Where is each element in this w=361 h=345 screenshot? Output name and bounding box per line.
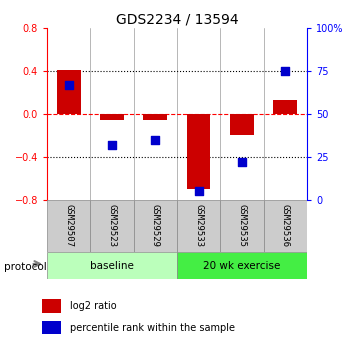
Point — [196, 189, 201, 194]
Point — [66, 82, 71, 87]
Bar — [177, 200, 220, 252]
Point — [109, 142, 115, 148]
Bar — [187, 114, 210, 189]
Text: baseline: baseline — [90, 261, 134, 270]
Bar — [264, 200, 307, 252]
Text: GSM29529: GSM29529 — [151, 204, 160, 247]
Bar — [47, 200, 90, 252]
Text: log2 ratio: log2 ratio — [70, 301, 117, 311]
Bar — [134, 200, 177, 252]
Text: GSM29523: GSM29523 — [108, 204, 116, 247]
Text: percentile rank within the sample: percentile rank within the sample — [70, 323, 235, 333]
Text: GSM29533: GSM29533 — [194, 204, 203, 247]
Title: GDS2234 / 13594: GDS2234 / 13594 — [116, 12, 238, 27]
Bar — [100, 114, 124, 120]
Bar — [57, 70, 81, 114]
Bar — [177, 252, 307, 279]
Point — [152, 137, 158, 142]
Text: GSM29535: GSM29535 — [238, 204, 246, 247]
Bar — [42, 321, 61, 334]
Bar — [47, 252, 177, 279]
Bar — [220, 200, 264, 252]
Bar — [42, 299, 61, 313]
Text: GSM29507: GSM29507 — [64, 204, 73, 247]
Point — [282, 68, 288, 73]
Point — [239, 159, 245, 165]
Text: 20 wk exercise: 20 wk exercise — [203, 261, 280, 270]
Text: GSM29536: GSM29536 — [281, 204, 290, 247]
Bar — [230, 114, 254, 136]
Bar — [143, 114, 167, 120]
Bar — [273, 100, 297, 114]
Bar — [90, 200, 134, 252]
Text: protocol: protocol — [4, 263, 46, 272]
